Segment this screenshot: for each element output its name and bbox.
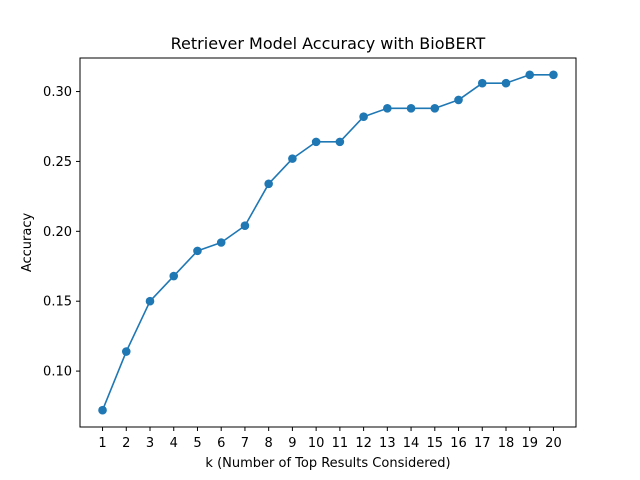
data-point — [311, 137, 321, 147]
data-point — [383, 104, 392, 113]
x-tick-label: 16 — [450, 436, 467, 451]
data-point — [477, 78, 487, 88]
data-point — [525, 70, 535, 80]
data-point — [359, 112, 368, 122]
data-point — [335, 137, 345, 147]
plot-area-frame — [79, 57, 577, 428]
x-tick-label: 11 — [332, 436, 349, 451]
data-point — [501, 78, 511, 88]
chart-title: Retriever Model Accuracy with BioBERT — [171, 34, 486, 53]
data-point — [98, 405, 107, 415]
y-tick-label: 0.25 — [43, 155, 72, 170]
data-point — [264, 179, 273, 189]
data-point — [406, 104, 416, 113]
data-point — [216, 238, 226, 247]
x-tick-label: 9 — [288, 436, 296, 451]
y-axis: 0.10 0.15 0.20 0.25 0.30 — [43, 85, 80, 380]
x-tick-label: 7 — [241, 436, 249, 451]
data-point — [169, 271, 179, 281]
y-tick-label: 0.20 — [43, 225, 72, 240]
x-tick-label: 10 — [308, 436, 325, 451]
x-tick-label: 19 — [521, 436, 538, 451]
series-layer — [98, 70, 558, 415]
data-point — [288, 154, 297, 163]
data-point — [193, 246, 202, 256]
y-tick-label: 0.30 — [43, 85, 72, 100]
x-tick-label: 15 — [427, 436, 444, 451]
x-tick-label: 1 — [98, 436, 106, 451]
x-tick-label: 17 — [474, 436, 491, 451]
x-tick-label: 5 — [193, 436, 201, 451]
data-point — [240, 221, 250, 231]
x-tick-label: 3 — [146, 436, 154, 451]
y-tick-label: 0.15 — [43, 295, 72, 310]
x-axis-title: k (Number of Top Results Considered) — [205, 456, 450, 471]
data-point — [454, 95, 463, 105]
data-point — [145, 296, 155, 306]
data-point — [549, 70, 558, 80]
series-line — [101, 73, 554, 411]
x-tick-label: 2 — [122, 436, 130, 451]
data-point — [121, 347, 131, 356]
x-tick-label: 4 — [170, 436, 178, 451]
x-tick-label: 13 — [379, 436, 396, 451]
y-tick-label: 0.10 — [43, 365, 72, 380]
x-tick-label: 6 — [217, 436, 225, 451]
data-point — [430, 104, 440, 113]
x-tick-label: 20 — [545, 436, 562, 451]
y-axis-title: Accuracy — [20, 213, 35, 273]
x-tick-label: 8 — [265, 436, 273, 451]
x-tick-label: 14 — [403, 436, 420, 451]
x-axis: 1 2 3 4 5 6 7 8 9 10 11 12 13 14 15 16 17 18 19 20 — [98, 427, 562, 451]
x-tick-label: 12 — [355, 436, 372, 451]
x-tick-label: 18 — [498, 436, 515, 451]
